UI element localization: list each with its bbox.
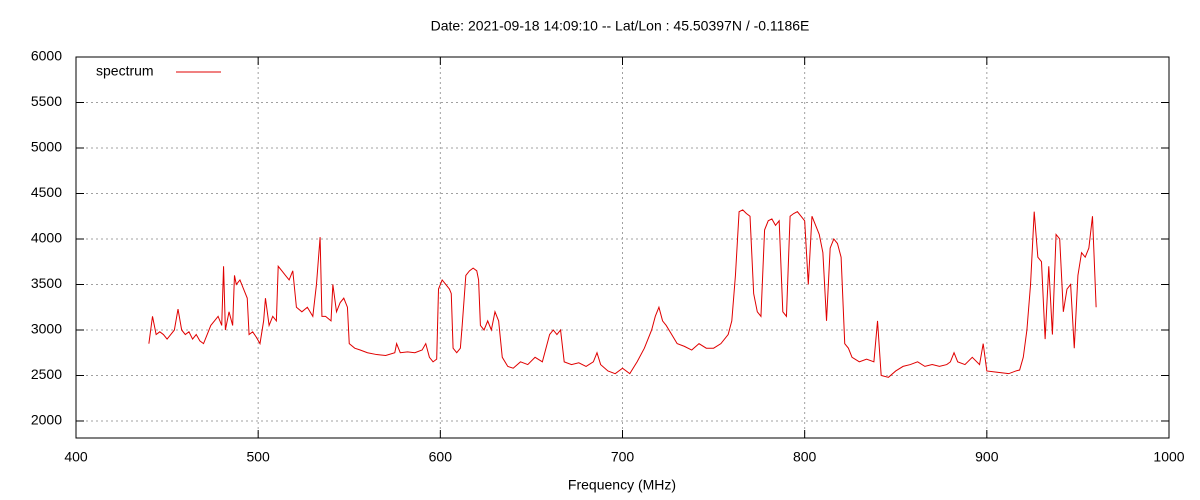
legend-label: spectrum — [96, 63, 154, 79]
x-tick-label: 800 — [793, 449, 817, 465]
y-tick-label: 5500 — [31, 93, 62, 109]
y-tick-label: 4000 — [31, 230, 62, 246]
y-tick-label: 2500 — [31, 366, 62, 382]
y-tick-label: 3500 — [31, 275, 62, 291]
x-tick-label: 400 — [64, 449, 88, 465]
y-tick-label: 2000 — [31, 412, 62, 428]
x-tick-label: 500 — [246, 449, 270, 465]
y-tick-label: 3000 — [31, 321, 62, 337]
x-tick-label: 600 — [429, 449, 453, 465]
y-tick-label: 6000 — [31, 48, 62, 64]
chart-title: Date: 2021-09-18 14:09:10 -- Lat/Lon : 4… — [431, 18, 810, 34]
y-tick-label: 4500 — [31, 184, 62, 200]
spectrum-line — [148, 209, 1097, 378]
x-tick-label: 1000 — [1153, 449, 1184, 465]
plot-frame — [75, 56, 1170, 439]
x-tick-label: 700 — [611, 449, 635, 465]
y-tick-label: 5000 — [31, 139, 62, 155]
x-axis-label: Frequency (MHz) — [568, 477, 676, 493]
x-tick-label: 900 — [975, 449, 999, 465]
